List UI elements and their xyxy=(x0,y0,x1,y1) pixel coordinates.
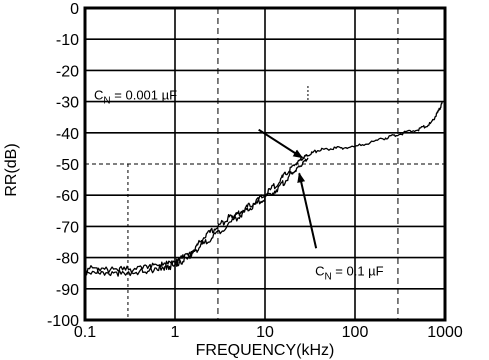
plot-frame xyxy=(83,6,447,322)
annotation-label-cn-0001uf: CN = 0.001 µF xyxy=(94,88,177,107)
y-axis-title: RR(dB) xyxy=(3,143,20,196)
x-tick-label: 1000 xyxy=(427,324,463,341)
annotation-arrow-cn-01uf xyxy=(297,172,318,249)
annotation-label-cn-01uf: CN = 0.1 µF xyxy=(315,263,384,282)
x-tick-label: 0.1 xyxy=(74,324,96,341)
series-line-cn-01uf xyxy=(84,157,309,277)
y-tick-label: 0 xyxy=(70,1,79,18)
y-tick-label: -20 xyxy=(56,63,79,80)
y-tick-label: -80 xyxy=(56,251,79,268)
y-tick-label: -60 xyxy=(56,188,79,205)
y-tick-label: -30 xyxy=(56,95,79,112)
x-axis-title: FREQUENCY(kHz) xyxy=(196,342,335,359)
grid xyxy=(85,8,445,320)
x-tick-label: 1 xyxy=(171,324,180,341)
y-tick-label: -40 xyxy=(56,126,79,143)
series-line-cn-0001uf xyxy=(84,100,444,277)
y-tick-label: -70 xyxy=(56,219,79,236)
series-group xyxy=(84,100,444,277)
x-tick-label: 10 xyxy=(256,324,274,341)
y-tick-label: -50 xyxy=(56,157,79,174)
y-tick-label: -90 xyxy=(56,282,79,299)
tick-labels: 0 -10 -20 -30 -40 -50 -60 -70 -80 -90 -1000.1 1 10 10… xyxy=(47,1,463,341)
y-tick-label: -100 xyxy=(47,313,79,330)
annotations: CN = 0.001 µF CN = 0.1 µF xyxy=(94,88,384,283)
annotation-arrow-cn-0001uf xyxy=(258,128,304,159)
x-tick-label: 100 xyxy=(342,324,369,341)
y-tick-label: -10 xyxy=(56,32,79,49)
